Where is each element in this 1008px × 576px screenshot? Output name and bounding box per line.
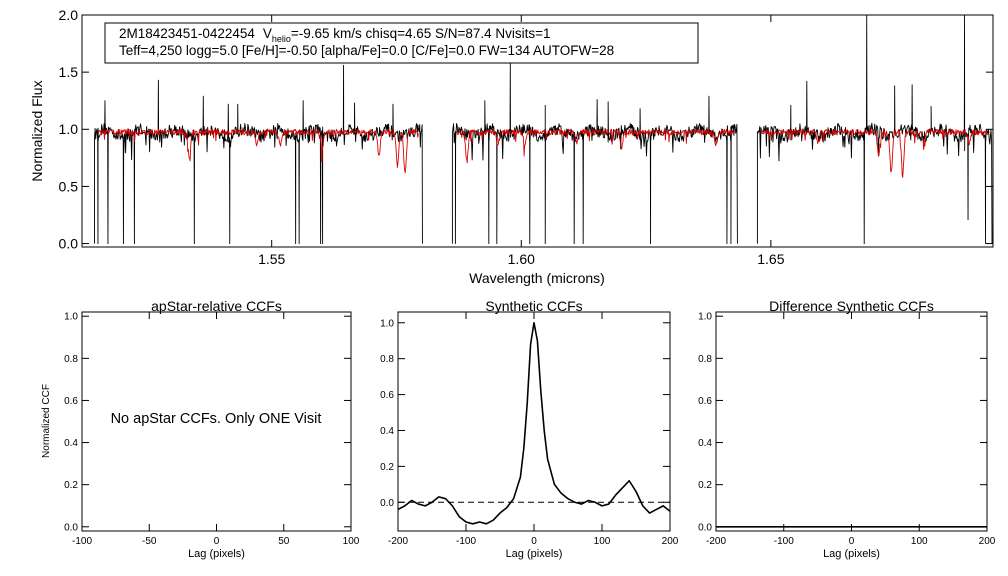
difference-ccf-ytick-label: 0.2 [698,480,712,491]
synthetic-ccf-xtick-label: 0 [531,536,537,547]
spectrum-ytick-label: 0.5 [59,178,79,194]
apstar-ccf-x-axis-label: Lag (pixels) [188,548,245,560]
apstar-ccf-xtick-label: 0 [214,536,220,547]
synthetic-ccf-title: Synthetic CCFs [485,298,582,314]
apstar-ccf-ytick-label: 0.8 [64,354,78,365]
synthetic-ccf-x-axis-label: Lag (pixels) [506,548,563,560]
difference-ccf-xtick-label: 0 [849,536,855,547]
difference-ccf-ytick-label: 0.6 [698,396,712,407]
model-spectrum-chip-1 [98,128,419,174]
synthetic-ccf-xtick-label: 200 [662,536,679,547]
vhelio-prefix: V [263,26,272,41]
apstar-ccf-ytick-label: 1.0 [64,312,78,323]
observed-spectrum-chip-3 [756,14,993,245]
star-id: 2M18423451-0422454 [119,26,255,41]
observed-spectrum-chip-1 [94,64,423,245]
apstar-ccf-ytick-label: 0.0 [64,522,78,533]
spectrum-x-axis-label: Wavelength (microns) [469,270,605,286]
info-line-1-values: =-9.65 km/s chisq=4.65 S/N=87.4 Nvisits=… [291,26,551,41]
model-spectrum-chip-2 [456,128,734,164]
apstar-ccf-panel: apStar-relative CCFs -100 -50 0 50 100 0.0 0.2… [41,298,360,560]
spectrum-y-axis-label: Normalized Flux [29,80,45,181]
spectrum-lines [94,14,993,245]
spectrum-info-box: 2M18423451-0422454 Vhelio=-9.65 km/s chis… [104,22,699,64]
apstar-ccf-title: apStar-relative CCFs [151,298,282,314]
apstar-ccf-message: No apStar CCFs. Only ONE Visit [111,411,322,427]
difference-ccf-x-axis-label: Lag (pixels) [823,548,880,560]
difference-ccf-ytick-label: 0.4 [698,438,712,449]
synthetic-ccf-xtick-label: -200 [388,536,408,547]
synthetic-ccf-ticks: -200 -100 0 100 200 0.0 0.2 0.4 0.6 0.8 1.0 [380,312,679,547]
difference-ccf-xtick-label: 200 [979,536,996,547]
difference-ccf-ytick-label: 0.8 [698,354,712,365]
apstar-ccf-ticks: -100 -50 0 50 100 0.0 0.2 0.4 0.6 0.8 1.0 [64,312,360,547]
spectrum-panel: 1.55 1.60 1.65 0.0 0.5 1.0 1.5 2.0 Normalized F… [29,7,994,286]
synthetic-ccf-ytick-label: 0.8 [380,354,394,365]
synthetic-ccf-ytick-label: 1.0 [380,318,394,329]
spectrum-xtick-label: 1.60 [508,251,535,267]
apstar-ccf-ytick-label: 0.4 [64,438,78,449]
difference-ccf-title: Difference Synthetic CCFs [769,298,934,314]
info-line-2: Teff=4,250 logg=5.0 [Fe/H]=-0.50 [alpha/… [119,43,614,58]
spectrum-axes-frame [81,14,994,248]
difference-ccf-xtick-label: -100 [774,536,794,547]
spectrum-ytick-label: 2.0 [59,7,79,23]
difference-ccf-panel: Difference Synthetic CCFs -200 -100 0 100 20… [698,298,996,560]
apstar-ccf-ytick-label: 0.2 [64,480,78,491]
difference-ccf-ytick-label: 0.0 [698,522,712,533]
difference-ccf-ticks: -200 -100 0 100 200 0.0 0.2 0.4 0.6 0.8 1.0 [698,312,996,547]
synthetic-ccf-curve [397,321,671,525]
apstar-ccf-xtick-label: 100 [343,536,360,547]
synthetic-ccf-xtick-label: 100 [594,536,611,547]
difference-ccf-xtick-label: 100 [911,536,928,547]
difference-ccf-ytick-label: 1.0 [698,312,712,323]
apstar-ccf-xtick-label: -50 [142,536,157,547]
synthetic-ccf-ytick-label: 0.2 [380,462,394,473]
spectrum-ytick-label: 1.5 [59,64,79,80]
synthetic-ccf-lines [397,321,671,525]
spectrum-ytick-label: 1.0 [59,121,79,137]
spectrum-xtick-label: 1.65 [757,251,784,267]
info-line-1: 2M18423451-0422454 Vhelio=-9.65 km/s chis… [119,26,551,44]
observed-spectrum-chip-2 [451,62,738,245]
synthetic-ccf-ytick-label: 0.4 [380,426,394,437]
difference-ccf-xtick-label: -200 [706,536,726,547]
spectrum-ytick-label: 0.0 [59,235,79,251]
apstar-ccf-y-axis-label: Normalized CCF [41,384,52,458]
apstar-ccf-xtick-label: -100 [72,536,92,547]
spectrum-ticks: 1.55 1.60 1.65 0.0 0.5 1.0 1.5 2.0 [59,7,993,267]
synthetic-ccf-ytick-label: 0.0 [380,498,394,509]
apstar-ccf-ytick-label: 0.6 [64,396,78,407]
synthetic-ccf-axes-frame [397,311,671,532]
apstar-ccf-xtick-label: 50 [278,536,290,547]
model-spectrum-chip-3 [760,128,989,178]
synthetic-ccf-ytick-label: 0.6 [380,390,394,401]
info-box-frame [104,22,699,64]
spectrum-xtick-label: 1.55 [258,251,285,267]
difference-ccf-axes-frame [715,311,988,532]
vhelio-subscript: helio [272,34,291,44]
synthetic-ccf-xtick-label: -100 [456,536,476,547]
synthetic-ccf-panel: Synthetic CCFs -200 -100 0 100 200 0.0 0.2 0.4 0… [380,298,679,560]
